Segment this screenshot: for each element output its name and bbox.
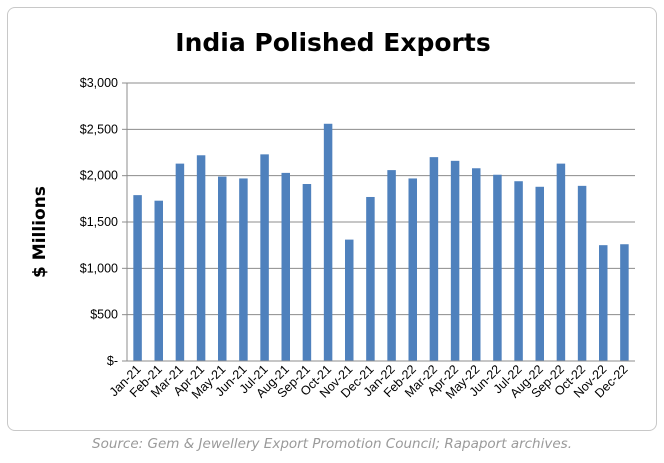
y-tick-label: $3,000 bbox=[80, 76, 118, 90]
bar bbox=[472, 168, 481, 361]
axes bbox=[126, 83, 635, 362]
bar bbox=[599, 245, 608, 361]
bar bbox=[345, 239, 354, 361]
source-note: Source: Gem & Jewellery Export Promotion… bbox=[92, 436, 572, 452]
bar bbox=[620, 244, 629, 361]
bar bbox=[239, 178, 248, 361]
bar bbox=[408, 178, 417, 361]
bar bbox=[323, 123, 333, 361]
y-tick-label: $- bbox=[107, 354, 118, 368]
chart-frame: India Polished Exports $ Millions $- $500… bbox=[7, 7, 657, 431]
bar bbox=[577, 185, 587, 361]
y-tick-label: $1,500 bbox=[80, 215, 118, 229]
y-tick-label: $500 bbox=[90, 308, 118, 322]
bar-chart: India Polished Exports $ Millions $- $500… bbox=[30, 28, 635, 402]
y-tick-label: $2,000 bbox=[80, 169, 118, 183]
bar bbox=[387, 170, 396, 361]
bar bbox=[154, 200, 163, 361]
bar bbox=[281, 172, 290, 361]
y-axis-label: $ Millions bbox=[30, 186, 50, 278]
bar bbox=[175, 163, 185, 361]
bar bbox=[133, 195, 142, 361]
bar bbox=[493, 174, 502, 361]
y-tick-label: $2,500 bbox=[80, 122, 118, 136]
y-tick-label: $1,000 bbox=[80, 261, 118, 275]
gridlines bbox=[127, 82, 635, 316]
chart-title: India Polished Exports bbox=[175, 28, 490, 57]
bars bbox=[133, 123, 629, 361]
bar bbox=[260, 154, 269, 361]
x-axis-ticks: Jan-21Feb-21Mar-21Apr-21May-21Jun-21Jul-… bbox=[107, 362, 631, 401]
bar bbox=[196, 155, 206, 361]
bar bbox=[556, 163, 566, 361]
bar bbox=[450, 160, 460, 361]
bar bbox=[514, 181, 523, 361]
y-axis-ticks: $- $500 $1,000 $1,500 $2,000 $2,500 $3,000 bbox=[80, 76, 127, 368]
bar bbox=[302, 184, 312, 361]
bar bbox=[535, 186, 544, 361]
bar bbox=[218, 176, 227, 361]
bar bbox=[366, 196, 375, 361]
bar bbox=[429, 157, 439, 361]
